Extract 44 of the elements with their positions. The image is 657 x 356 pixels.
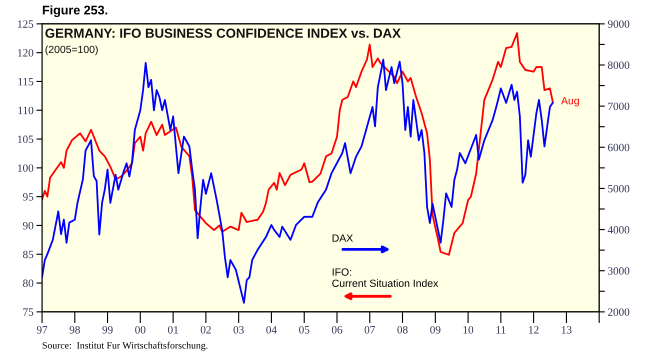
y-tick-label: 105 xyxy=(18,136,34,144)
y2-tick-label: 6000 xyxy=(608,144,630,152)
y-tick-label: 110 xyxy=(18,106,34,114)
y-tick-label: 75 xyxy=(23,308,34,316)
x-tick-label: 98 xyxy=(70,326,80,334)
y-tick-label: 100 xyxy=(18,164,34,172)
x-tick-label: 07 xyxy=(364,326,375,334)
y-tick-label: 95 xyxy=(22,193,34,201)
series-label: IFO: Current Situation Index xyxy=(332,268,438,287)
y-tick-label: 85 xyxy=(23,250,34,258)
y2-tick-label: 9000 xyxy=(608,20,630,28)
x-tick-label: 09 xyxy=(430,326,440,334)
y-tick-label: 125 xyxy=(18,20,34,28)
y2-tick-label: 5000 xyxy=(608,184,630,192)
x-tick-label: 05 xyxy=(299,326,310,334)
x-tick-label: 11 xyxy=(496,326,506,334)
x-tick-label: 10 xyxy=(464,326,474,334)
x-tick-label: 99 xyxy=(102,326,113,334)
source-note: Source: Institut Fur Wirtschaftsforschung. xyxy=(42,342,208,351)
x-tick-label: 00 xyxy=(135,326,146,334)
y-tick-label: 90 xyxy=(22,222,34,230)
y-tick-label: 115 xyxy=(18,78,34,86)
x-tick-label: 12 xyxy=(529,326,539,334)
y-tick-label: 120 xyxy=(18,49,34,57)
text: (2005=100) xyxy=(45,45,98,56)
y-tick-label: 80 xyxy=(23,280,34,288)
y2-tick-label: 4000 xyxy=(608,226,630,234)
y2-tick-label: 2000 xyxy=(608,308,630,316)
annotation: Aug xyxy=(561,97,579,106)
text: DAX xyxy=(332,234,353,242)
y2-tick-label: 3000 xyxy=(608,267,630,275)
x-tick-label: 02 xyxy=(200,326,211,334)
x-tick-label: 04 xyxy=(266,326,277,334)
x-tick-label: 03 xyxy=(234,326,244,334)
line-series xyxy=(42,58,554,304)
y2-tick-label: 8000 xyxy=(608,61,630,69)
x-tick-label: 97 xyxy=(36,326,48,334)
x-tick-label: 13 xyxy=(562,326,572,334)
x-tick-label: 06 xyxy=(332,326,342,334)
y2-tick-label: 7000 xyxy=(608,102,630,110)
x-tick-label: 08 xyxy=(397,326,408,334)
chart-title: GERMANY: IFO BUSINESS CONFIDENCE INDEX vs. DAX xyxy=(45,28,401,38)
x-tick-label: 01 xyxy=(168,326,178,334)
caption: Figure 253. xyxy=(42,5,108,18)
